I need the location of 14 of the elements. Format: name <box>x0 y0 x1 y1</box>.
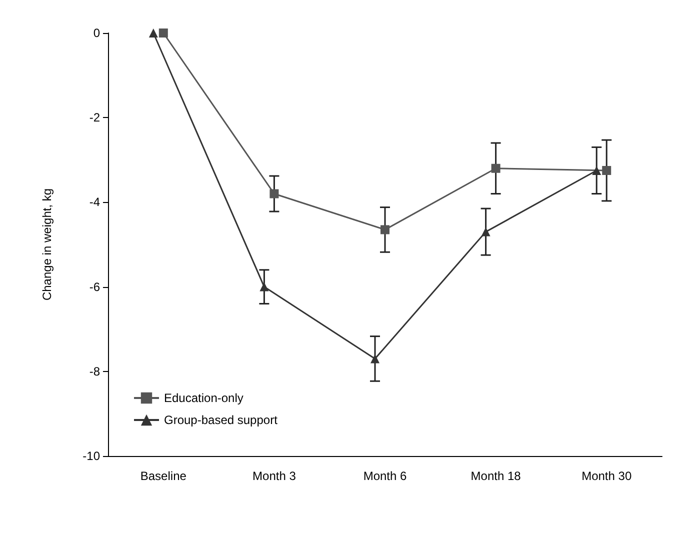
x-tick-label: Baseline <box>140 469 187 483</box>
y-tick-label: -6 <box>89 280 100 294</box>
x-tick-label: Month 18 <box>470 469 522 483</box>
y-axis-title: Change in weight, kg <box>40 188 54 301</box>
x-tick-label: Month 3 <box>252 469 296 483</box>
legend-label: Education-only <box>164 391 244 405</box>
y-tick-label: -2 <box>89 110 100 125</box>
x-tick-label: Month 6 <box>363 469 408 483</box>
y-tick-label: -8 <box>89 364 100 378</box>
x-tick-label: Month 30 <box>582 469 632 483</box>
y-tick-label: -4 <box>89 195 100 210</box>
y-tick-label: -10 <box>82 449 100 463</box>
legend-label: Group-based support <box>164 413 278 427</box>
y-tick-label: 0 <box>93 26 100 40</box>
